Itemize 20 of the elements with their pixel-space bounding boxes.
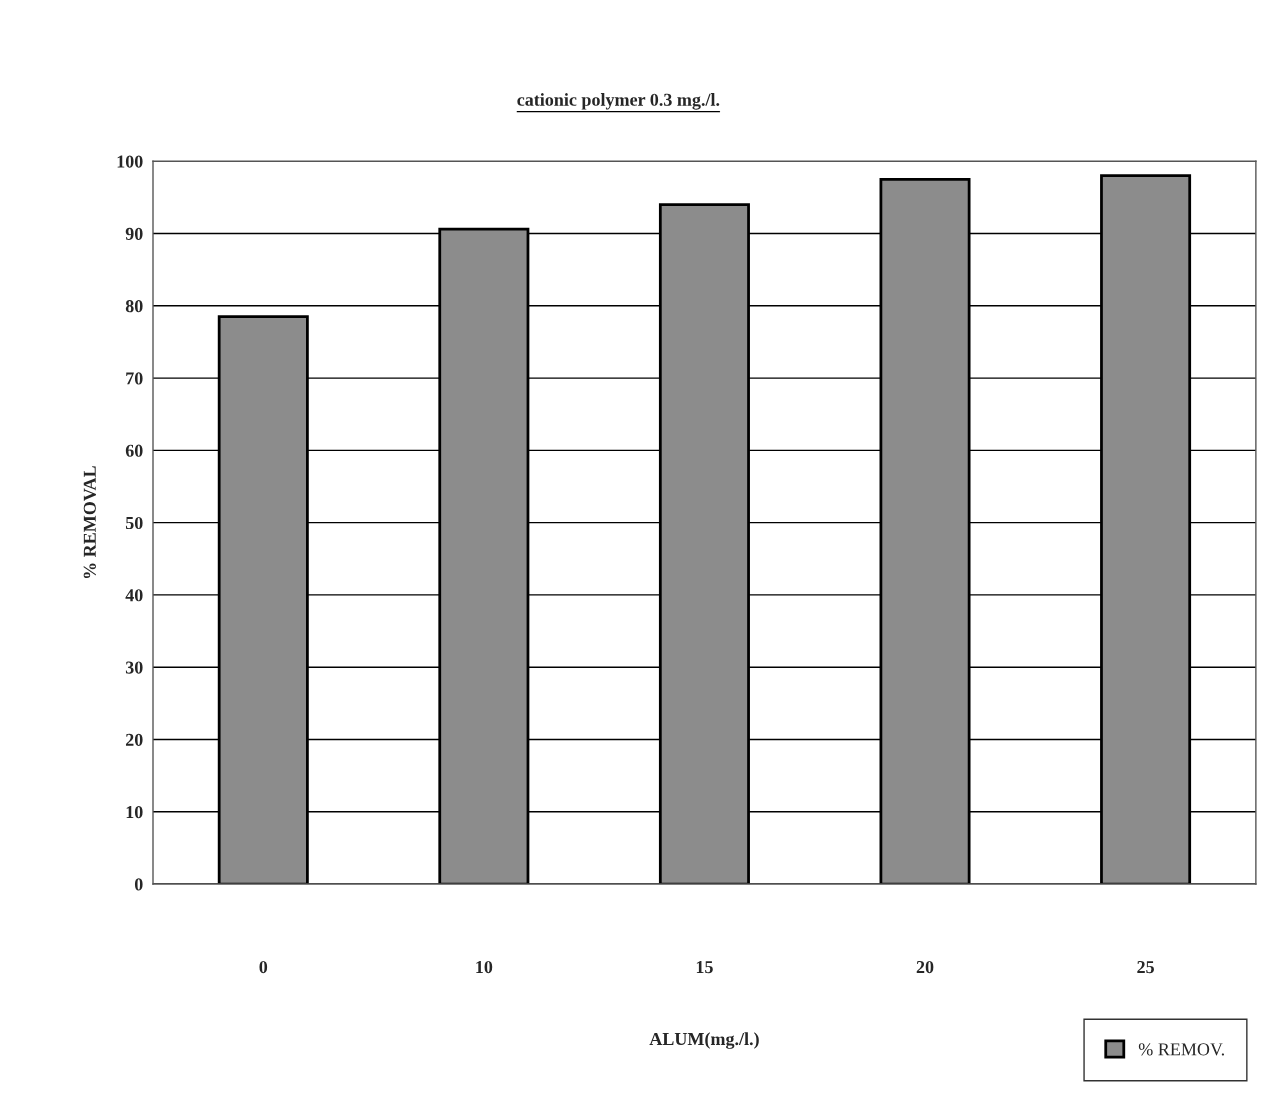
x-axis-title: ALUM(mg./l.) xyxy=(649,1032,759,1049)
x-tick-label: 10 xyxy=(476,960,493,974)
y-axis-title: % REMOVAL xyxy=(83,466,96,579)
y-tick-label: 20 xyxy=(125,733,143,746)
y-tick-label: 40 xyxy=(125,589,143,602)
x-tick-label: 25 xyxy=(1137,961,1154,974)
y-tick-label: 90 xyxy=(125,227,143,240)
y-tick-label: 0 xyxy=(134,878,143,891)
y-tick-label: 30 xyxy=(125,661,143,674)
chart-title: cationic polymer 0.3 mg./l. xyxy=(517,93,720,110)
x-tick-label: 20 xyxy=(916,960,934,974)
y-tick-label: 100 xyxy=(117,155,143,168)
y-tick-label: 50 xyxy=(125,516,143,530)
y-tick-label: 60 xyxy=(125,444,143,457)
y-tick-label: 10 xyxy=(126,806,143,819)
y-tick-label: 70 xyxy=(126,372,143,385)
x-tick-label: 0 xyxy=(259,960,268,974)
x-tick-label: 15 xyxy=(696,961,713,974)
y-tick-label: 80 xyxy=(125,300,143,313)
legend-label: % REMOV. xyxy=(1138,1043,1224,1056)
